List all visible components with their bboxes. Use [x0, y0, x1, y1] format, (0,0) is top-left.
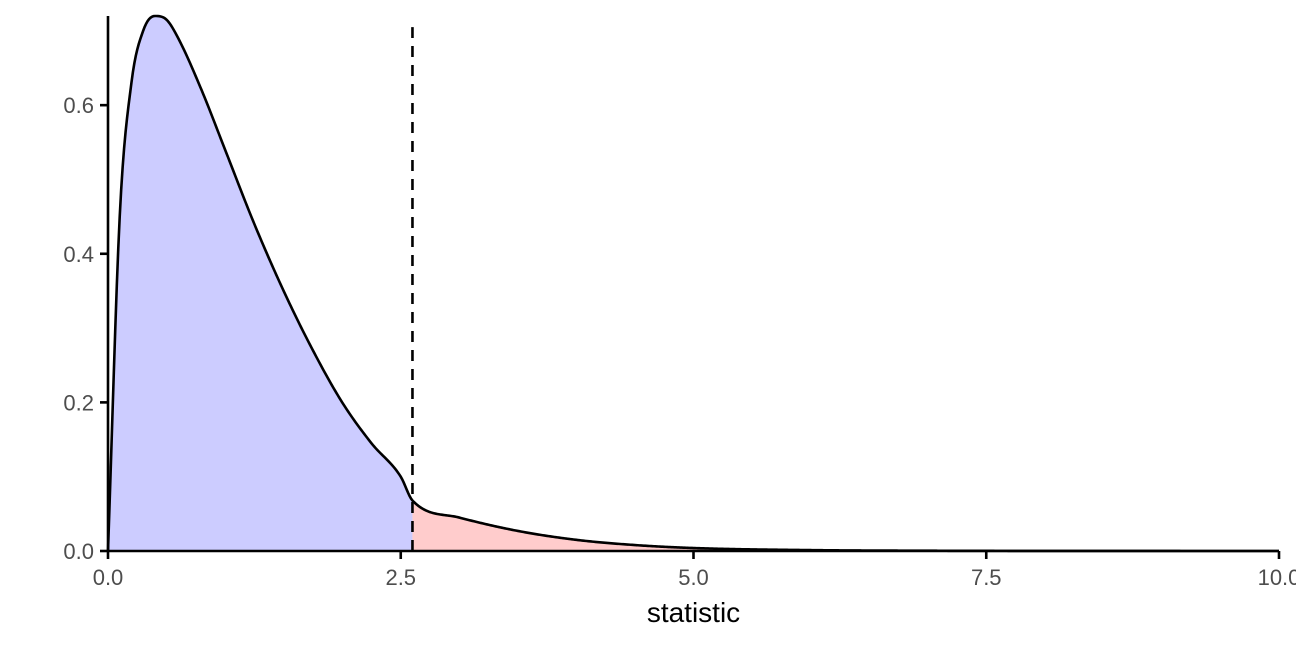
y-tick-label: 0.2 [63, 390, 94, 415]
y-tick-label: 0.6 [63, 93, 94, 118]
x-tick-label: 7.5 [971, 565, 1002, 590]
y-tick-label: 0.4 [63, 242, 94, 267]
x-tick-label: 10.0 [1258, 565, 1296, 590]
acceptance-region [108, 16, 413, 551]
x-axis-ticks: 0.0 2.5 5.0 7.5 10.0 [93, 551, 1296, 590]
x-tick-label: 0.0 [93, 565, 124, 590]
y-tick-label: 0.0 [63, 539, 94, 564]
x-tick-label: 2.5 [385, 565, 416, 590]
x-axis-title: statistic [647, 597, 740, 628]
y-axis-ticks: 0.0 0.2 0.4 0.6 [63, 93, 108, 564]
x-tick-label: 5.0 [678, 565, 709, 590]
shaded-regions [108, 16, 1280, 551]
rejection-region [412, 500, 1280, 551]
